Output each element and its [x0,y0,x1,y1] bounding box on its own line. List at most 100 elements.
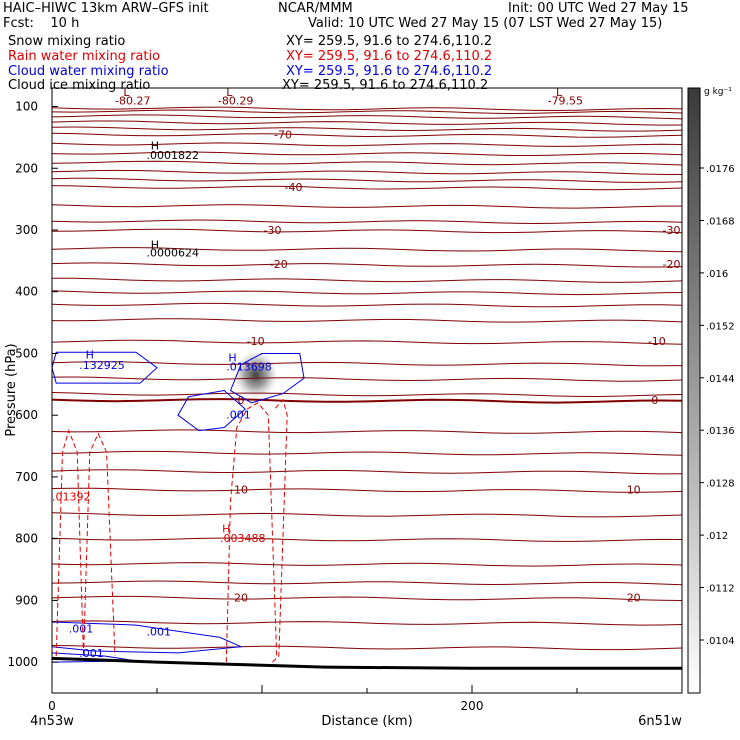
temperature-contour [52,120,682,126]
field-rain-name: Rain water mixing ratio [8,49,161,64]
contour-annotation: H [86,348,94,361]
temperature-contour [52,126,682,132]
temperature-label: -70 [274,128,292,141]
temperature-contour [52,106,682,112]
center-label: NCAR/MMM [278,1,353,16]
cloud-water-contour [229,353,305,404]
rain-water-contour [225,402,278,663]
temperature-contour [52,262,682,268]
temperature-contour [52,204,682,209]
temperature-contour [52,562,682,567]
contour-annotation: .001 [226,408,251,421]
contour-annotation: L [556,86,563,99]
temperature-label: 20 [627,591,641,604]
y-tick-label: 600 [15,408,38,422]
contour-annotation: .001 [79,647,104,660]
rain-water-contour [272,398,288,663]
y-tick-label: 500 [15,346,38,360]
temperature-contour [52,620,682,626]
temperature-label: 20 [234,591,248,604]
temperature-label: -10 [247,335,265,348]
temperature-label: -20 [270,258,288,271]
x-tick-label: 200 [461,699,484,713]
plot-frame [51,87,683,694]
field-cloudwater-name: Cloud water mixing ratio [8,64,169,79]
temperature-contour [52,429,682,434]
contour-annotation: .001 [147,626,172,639]
x-axis-label: Distance (km) [321,714,412,729]
terrain-line [52,656,682,670]
contour-annotation: L [123,86,130,99]
field-snow-name: Snow mixing ratio [8,34,126,49]
temperature-label: -20 [663,258,681,271]
y-tick-label: 200 [15,161,38,175]
temperature-contour [52,512,682,518]
colorbar-tick-label: .0152 [706,321,735,332]
y-axis-label: Pressure (hPa) [4,343,19,436]
colorbar-tick-label: .0112 [706,584,735,595]
y-tick-label: 100 [15,100,38,114]
field-snow-xy: XY= 259.5, 91.6 to 274.6,110.2 [286,34,493,49]
colorbar-tick-label: .0144 [706,374,735,385]
temperature-label: -30 [663,224,681,237]
temperature-contour [52,114,682,120]
temperature-label: 10 [234,483,248,496]
colorbar [687,87,701,694]
y-tick-label: 900 [15,593,38,607]
temperature-contour [52,376,682,382]
temperature-contour [52,580,682,586]
y-tick-label: 800 [15,532,38,546]
temperature-contour [52,177,682,183]
contour-annotation: H [228,351,236,364]
y-tick-label: 300 [15,223,38,237]
temperature-contour [52,595,682,601]
colorbar-tick-label: .0168 [706,216,735,227]
temperature-contour [52,361,682,367]
forecast-hour: Fcst: 10 h [3,16,80,31]
temperature-contour [52,277,682,283]
temperature-contour [52,392,682,398]
temperature-contour [52,339,682,345]
colorbar-tick-label: .0128 [706,479,735,490]
valid-time: Valid: 10 UTC Wed 27 May 15 (07 LST Wed … [308,16,663,31]
temperature-label: 10 [627,483,641,496]
contour-annotation: .001 [69,623,94,636]
contour-annotation: .01392 [52,490,91,503]
init-time: Init: 00 UTC Wed 27 May 15 [508,1,689,16]
cloud-water-contour [177,389,246,432]
temperature-contour [52,219,682,225]
cloud-water-contour [52,621,243,654]
temperature-contour [52,151,682,156]
colorbar-tick-label: .0176 [706,164,735,175]
contour-annotation: .0001822 [147,149,200,162]
temperature-label: 0 [238,394,245,407]
temperature-contour [52,469,682,475]
contour-annotation: .0000624 [147,247,200,260]
contour-annotation: -80.27 [115,95,150,108]
temperature-contour [52,109,682,115]
x-end-label: 6n51w [638,714,682,729]
temperature-contour [52,228,682,234]
temperature-label: -40 [285,181,303,194]
temperature-contour [52,450,682,456]
y-tick-label: 400 [15,285,38,299]
x-tick-label: 0 [48,699,56,713]
colorbar-tick-label: .0136 [706,426,735,437]
temperature-contour [52,487,682,493]
y-tick-label: 1000 [7,655,38,669]
colorbar-tick-label: .016 [706,269,728,280]
field-rain-xy: XY= 259.5, 91.6 to 274.6,110.2 [286,49,493,64]
temperature-contour [52,318,682,323]
contour-annotation: H [222,522,230,535]
rain-water-contour [83,432,116,657]
temperature-contour [52,290,682,296]
field-cloudwater-xy: XY= 259.5, 91.6 to 274.6,110.2 [286,64,493,79]
contour-annotation: -80.29 [218,95,253,108]
temperature-label: -10 [648,335,666,348]
contour-annotation: .132925 [79,359,125,372]
cloud-water-contour [52,351,158,384]
temperature-label: 0 [651,394,658,407]
x-start-label: 4n53w [30,714,74,729]
field-cloudice-name: Cloud ice mixing ratio [8,78,151,93]
rain-water-contour [55,429,84,657]
